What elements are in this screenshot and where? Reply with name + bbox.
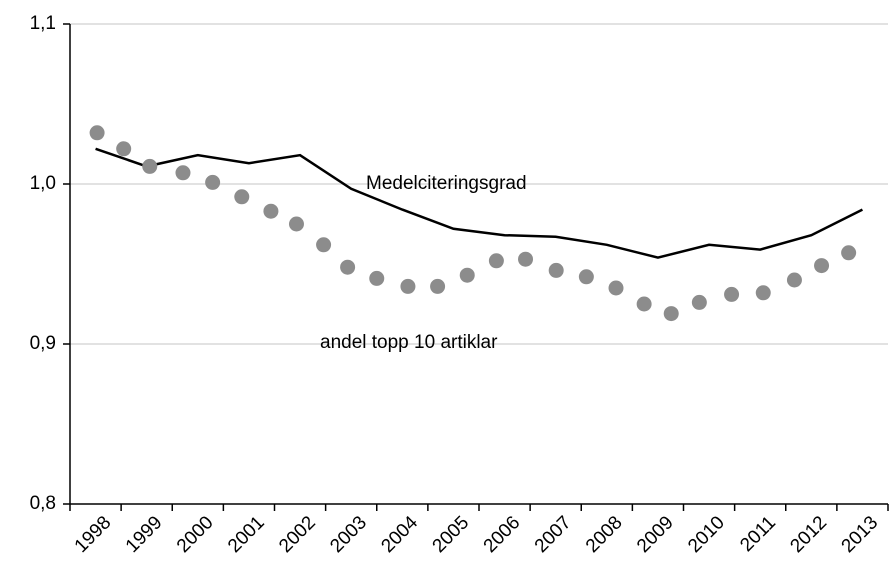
x-tick-label: 2008 (582, 512, 627, 557)
series-dot (263, 203, 279, 219)
series-dot (724, 286, 740, 302)
series-dot (518, 251, 534, 267)
series-dot (488, 253, 504, 269)
series-label: Medelciteringsgrad (366, 173, 527, 194)
series-dot (205, 174, 221, 190)
series-dot (663, 306, 679, 322)
series-dot (608, 280, 624, 296)
series-dot (755, 285, 771, 301)
x-tick-label: 2003 (326, 512, 371, 557)
series-dot (288, 216, 304, 232)
x-tick-label: 2006 (480, 512, 525, 557)
x-tick-label: 1998 (71, 512, 116, 557)
series-line (95, 147, 863, 259)
y-tick-label: 0,8 (30, 493, 56, 514)
x-tick-label: 2000 (173, 512, 218, 557)
series-dot (89, 125, 105, 141)
series-dot (548, 262, 564, 278)
y-tick-label: 1,0 (30, 173, 56, 194)
series-dot (841, 245, 857, 261)
series-dot (786, 272, 802, 288)
x-tick-label: 2001 (224, 512, 269, 557)
x-tick-label: 2012 (786, 512, 831, 557)
series-label: andel topp 10 artiklar (320, 332, 498, 353)
series-dot (459, 267, 475, 283)
x-tick-label: 2013 (838, 512, 883, 557)
y-tick-label: 1,1 (30, 13, 56, 34)
series-dot (814, 258, 830, 274)
series-dot (340, 259, 356, 275)
x-tick-label: 2002 (275, 512, 320, 557)
x-tick-label: 2004 (377, 512, 422, 557)
series-dot (636, 296, 652, 312)
x-tick-label: 2005 (429, 512, 474, 557)
series-dot (430, 278, 446, 294)
x-tick-label: 2009 (633, 512, 678, 557)
y-tick-label: 0,9 (30, 333, 56, 354)
series-dot (142, 158, 158, 174)
series-dot (369, 270, 385, 286)
series-dot (316, 237, 332, 253)
series-dot (234, 189, 250, 205)
series-dot (175, 165, 191, 181)
x-tick-label: 1999 (122, 512, 167, 557)
series-dot (691, 294, 707, 310)
series-dot (400, 278, 416, 294)
series-dot (116, 141, 132, 157)
x-tick-label: 2007 (531, 512, 576, 557)
x-tick-label: 2011 (736, 512, 780, 556)
x-tick-label: 2010 (684, 512, 729, 557)
series-dot (578, 269, 594, 285)
